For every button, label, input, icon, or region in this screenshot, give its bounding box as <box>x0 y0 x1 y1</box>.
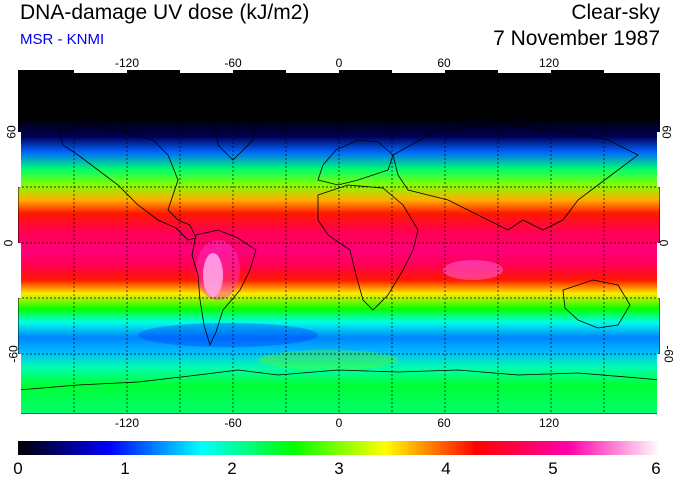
colorbar <box>18 441 660 455</box>
australia-outline <box>562 279 631 329</box>
antarctica-outline <box>18 369 660 391</box>
north-america-outline <box>57 124 197 241</box>
lon-tick-bottom: -120 <box>114 416 140 430</box>
map-title: DNA-damage UV dose (kJ/m2) <box>20 1 310 24</box>
antarctic-band <box>258 350 398 370</box>
lon-tick-bottom: 120 <box>538 416 560 430</box>
colorbar-label: 2 <box>227 459 237 478</box>
andes-halo <box>196 240 240 300</box>
lon-tick-bottom: 0 <box>335 416 343 430</box>
map-subtitle: MSR - KNMI <box>20 31 105 48</box>
andes-hotspot <box>203 253 223 297</box>
map-date: 7 November 1987 <box>493 27 660 50</box>
lon-tick-top: 60 <box>437 56 451 70</box>
colorbar-label: 5 <box>548 459 558 478</box>
lon-tick-bottom: -60 <box>224 416 242 430</box>
south-america-outline <box>191 229 257 347</box>
indian-ocean-hotspot <box>443 260 503 280</box>
colorbar-label: 0 <box>13 459 23 478</box>
southern-ocean-low <box>138 323 318 347</box>
lat-tick-right: 60 <box>659 125 674 139</box>
colorbar-label: 4 <box>441 459 451 478</box>
uv-dose-map <box>18 70 660 414</box>
frame-ticks <box>18 70 660 414</box>
lat-tick-right: -60 <box>661 345 676 363</box>
gridlines <box>18 70 660 414</box>
lon-tick-top: 120 <box>538 56 560 70</box>
lon-tick-top: -120 <box>114 56 140 70</box>
colorbar-label: 1 <box>120 459 130 478</box>
lon-tick-bottom: 60 <box>437 416 451 430</box>
colorbar-label: 3 <box>334 459 344 478</box>
colorbar-strip <box>18 441 660 455</box>
africa-outline <box>317 184 419 311</box>
lon-tick-top: -60 <box>224 56 242 70</box>
lat-tick-left: 0 <box>1 239 16 247</box>
lon-tick-top: 0 <box>335 56 343 70</box>
colorbar-label: 6 <box>651 459 661 478</box>
sky-condition: Clear-sky <box>571 1 660 24</box>
lat-tick-left: 60 <box>4 125 19 139</box>
greenland-outline <box>212 111 259 161</box>
